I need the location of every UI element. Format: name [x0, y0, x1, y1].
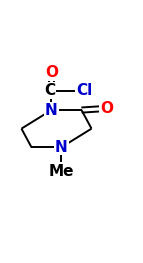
Text: O: O [45, 65, 58, 80]
Text: N: N [45, 103, 58, 118]
Text: C: C [44, 83, 56, 98]
Text: Cl: Cl [76, 83, 93, 98]
Text: N: N [55, 140, 68, 155]
Text: Me: Me [49, 164, 74, 179]
Text: O: O [100, 101, 113, 116]
